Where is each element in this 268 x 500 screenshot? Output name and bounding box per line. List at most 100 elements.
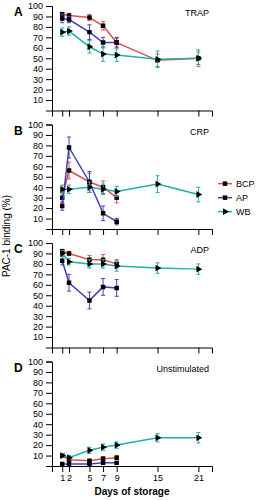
series [60, 27, 202, 68]
marker [114, 40, 118, 44]
x-tick-mark [69, 348, 70, 354]
error-bar [115, 219, 119, 225]
marker [101, 24, 105, 28]
y-tick: 60 [33, 280, 52, 290]
marker [156, 56, 162, 63]
y-tick-label: 10 [33, 214, 43, 224]
marker [114, 455, 118, 459]
x-tick: 1 [60, 466, 65, 483]
x-tick [89, 229, 90, 235]
y-tick-label: 80 [33, 378, 43, 388]
marker [67, 28, 73, 35]
panel-title: ADP [190, 245, 209, 255]
y-tick: 20 [33, 440, 52, 450]
x-tick-mark [103, 111, 104, 117]
error-bar [101, 37, 105, 47]
y-tick-label: 50 [33, 409, 43, 419]
marker [67, 17, 71, 21]
y-tick-mark [46, 445, 52, 446]
y-tick-label: 100 [28, 1, 43, 11]
marker [156, 265, 162, 272]
y-tick: 50 [33, 409, 52, 419]
y-tick-label: 100 [28, 238, 43, 248]
y-tick-label: 40 [33, 64, 43, 74]
x-tick [117, 229, 118, 235]
y-tick-mark [46, 16, 52, 17]
y-tick: 100 [28, 238, 52, 248]
y-tick: 70 [33, 270, 52, 280]
y-tick: 80 [33, 259, 52, 269]
y-tick-label: 90 [33, 12, 43, 22]
panel-label: A [14, 5, 23, 19]
x-tick [158, 229, 159, 235]
y-tick-label: 30 [33, 193, 43, 203]
y-tick: 10 [33, 332, 52, 342]
y-tick: 70 [33, 151, 52, 161]
x-tick: 5 [87, 466, 92, 483]
x-axis-line [53, 467, 213, 473]
marker [67, 462, 71, 466]
x-tick-label: 1 [60, 473, 65, 483]
x-tick: 21 [194, 466, 204, 483]
marker [87, 30, 91, 34]
y-tick-label: 10 [33, 451, 43, 461]
series [60, 176, 202, 202]
legend-marker [223, 195, 227, 199]
marker [87, 184, 93, 191]
legend-label: WB [236, 207, 251, 217]
x-tick-mark [69, 229, 70, 235]
y-tick-label: 90 [33, 249, 43, 259]
y-axis-title: PAC-1 binding (%) [1, 195, 12, 277]
y-tick-mark [46, 198, 52, 199]
y-tick-mark [46, 37, 52, 38]
marker [60, 29, 66, 36]
x-tick-mark [89, 229, 90, 235]
y-tick-mark [46, 285, 52, 286]
panel-label: B [14, 124, 23, 138]
y-tick: 30 [33, 430, 52, 440]
error-bar [115, 37, 119, 47]
y-tick-mark [46, 264, 52, 265]
y-tick: 30 [33, 312, 52, 322]
series [60, 12, 201, 66]
y-tick-label: 20 [33, 322, 43, 332]
y-tick-label: 50 [33, 172, 43, 182]
panel-label: D [14, 361, 23, 375]
error-bar [101, 206, 105, 221]
y-tick-mark [46, 219, 52, 220]
panel: 102030405060708090100BCRPBCPAPWB [14, 120, 255, 235]
panel-title: Unstimulated [156, 364, 209, 374]
x-tick-mark [158, 111, 159, 117]
x-tick [69, 348, 70, 354]
x-tick-mark [117, 348, 118, 354]
series-line [62, 253, 198, 269]
y-tick-label: 100 [28, 357, 43, 367]
marker [101, 456, 105, 460]
x-tick-mark [62, 111, 63, 117]
panel: 102030405060708090100ATRAP [14, 1, 213, 116]
panel: 102030405060708090100CADP [14, 238, 213, 353]
plot-area [60, 249, 202, 309]
legend-label: BCP [236, 179, 255, 189]
x-tick-label: 9 [115, 473, 120, 483]
series-line [62, 438, 198, 458]
y-axis-line [46, 7, 53, 112]
y-tick-label: 70 [33, 388, 43, 398]
y-tick-mark [46, 187, 52, 188]
series [60, 250, 202, 274]
series-line [62, 31, 198, 59]
marker [60, 259, 64, 263]
marker [115, 52, 121, 59]
y-tick-label: 30 [33, 312, 43, 322]
error-bar [67, 274, 71, 291]
marker [60, 186, 66, 193]
error-bar [87, 292, 91, 309]
y-axis: 102030405060708090100 [28, 238, 53, 348]
marker [114, 286, 118, 290]
x-tick [69, 229, 70, 235]
x-tick [62, 348, 63, 354]
x-tick [62, 111, 63, 117]
error-bar [67, 16, 71, 22]
y-tick: 50 [33, 54, 52, 64]
y-tick-mark [46, 382, 52, 383]
